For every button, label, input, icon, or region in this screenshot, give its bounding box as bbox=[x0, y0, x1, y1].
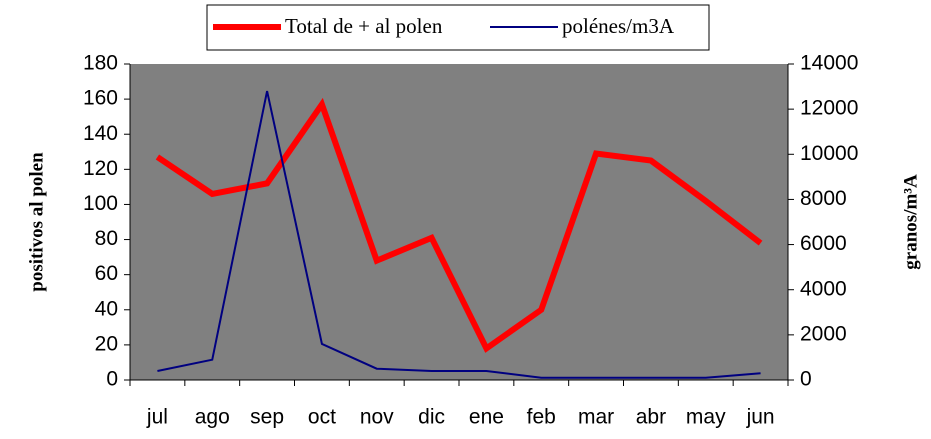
y2-tick-label: 12000 bbox=[800, 97, 858, 120]
y2-tick-label: 6000 bbox=[800, 232, 847, 255]
x-tick-label: mar bbox=[578, 406, 614, 429]
y2-tick-label: 4000 bbox=[800, 277, 847, 300]
legend-label: polénes/m3A bbox=[562, 14, 675, 38]
legend-box bbox=[206, 4, 710, 51]
y-tick-label: 180 bbox=[83, 52, 118, 75]
y-tick-label: 140 bbox=[83, 122, 118, 145]
x-tick-label: ene bbox=[469, 406, 504, 429]
y-tick-label: 160 bbox=[83, 87, 118, 110]
y2-tick-label: 0 bbox=[800, 368, 812, 391]
x-tick-label: feb bbox=[527, 406, 556, 429]
y2-tick-label: 8000 bbox=[800, 187, 847, 210]
y-tick-label: 0 bbox=[106, 368, 118, 391]
x-tick-label: sep bbox=[250, 406, 284, 429]
y-tick-label: 40 bbox=[95, 297, 118, 320]
x-tick-label: jun bbox=[746, 406, 775, 429]
x-tick-label: jul bbox=[146, 406, 168, 429]
y2-axis-label: granos/m³A bbox=[900, 174, 921, 270]
line-series bbox=[155, 97, 763, 353]
y-tick-label: 20 bbox=[95, 332, 118, 355]
x-tick-label: oct bbox=[308, 406, 336, 429]
y-axis-label: positivos al polen bbox=[26, 152, 47, 292]
y2-tick-label: 14000 bbox=[800, 52, 858, 75]
y-tick-label: 100 bbox=[83, 192, 118, 215]
y-tick-label: 80 bbox=[95, 227, 118, 250]
x-tick-label: may bbox=[686, 406, 726, 429]
y2-tick-label: 2000 bbox=[800, 322, 847, 345]
line-series bbox=[157, 90, 761, 379]
x-tick-label: abr bbox=[636, 406, 666, 429]
x-tick-label: nov bbox=[360, 406, 394, 429]
y-tick-label: 60 bbox=[95, 262, 118, 285]
plot-area bbox=[130, 64, 788, 380]
y2-tick-label: 10000 bbox=[800, 142, 858, 165]
x-tick-label: dic bbox=[418, 406, 445, 429]
legend-label: Total de + al polen bbox=[285, 14, 443, 38]
y-tick-label: 120 bbox=[83, 157, 118, 180]
x-tick-label: ago bbox=[195, 406, 230, 429]
